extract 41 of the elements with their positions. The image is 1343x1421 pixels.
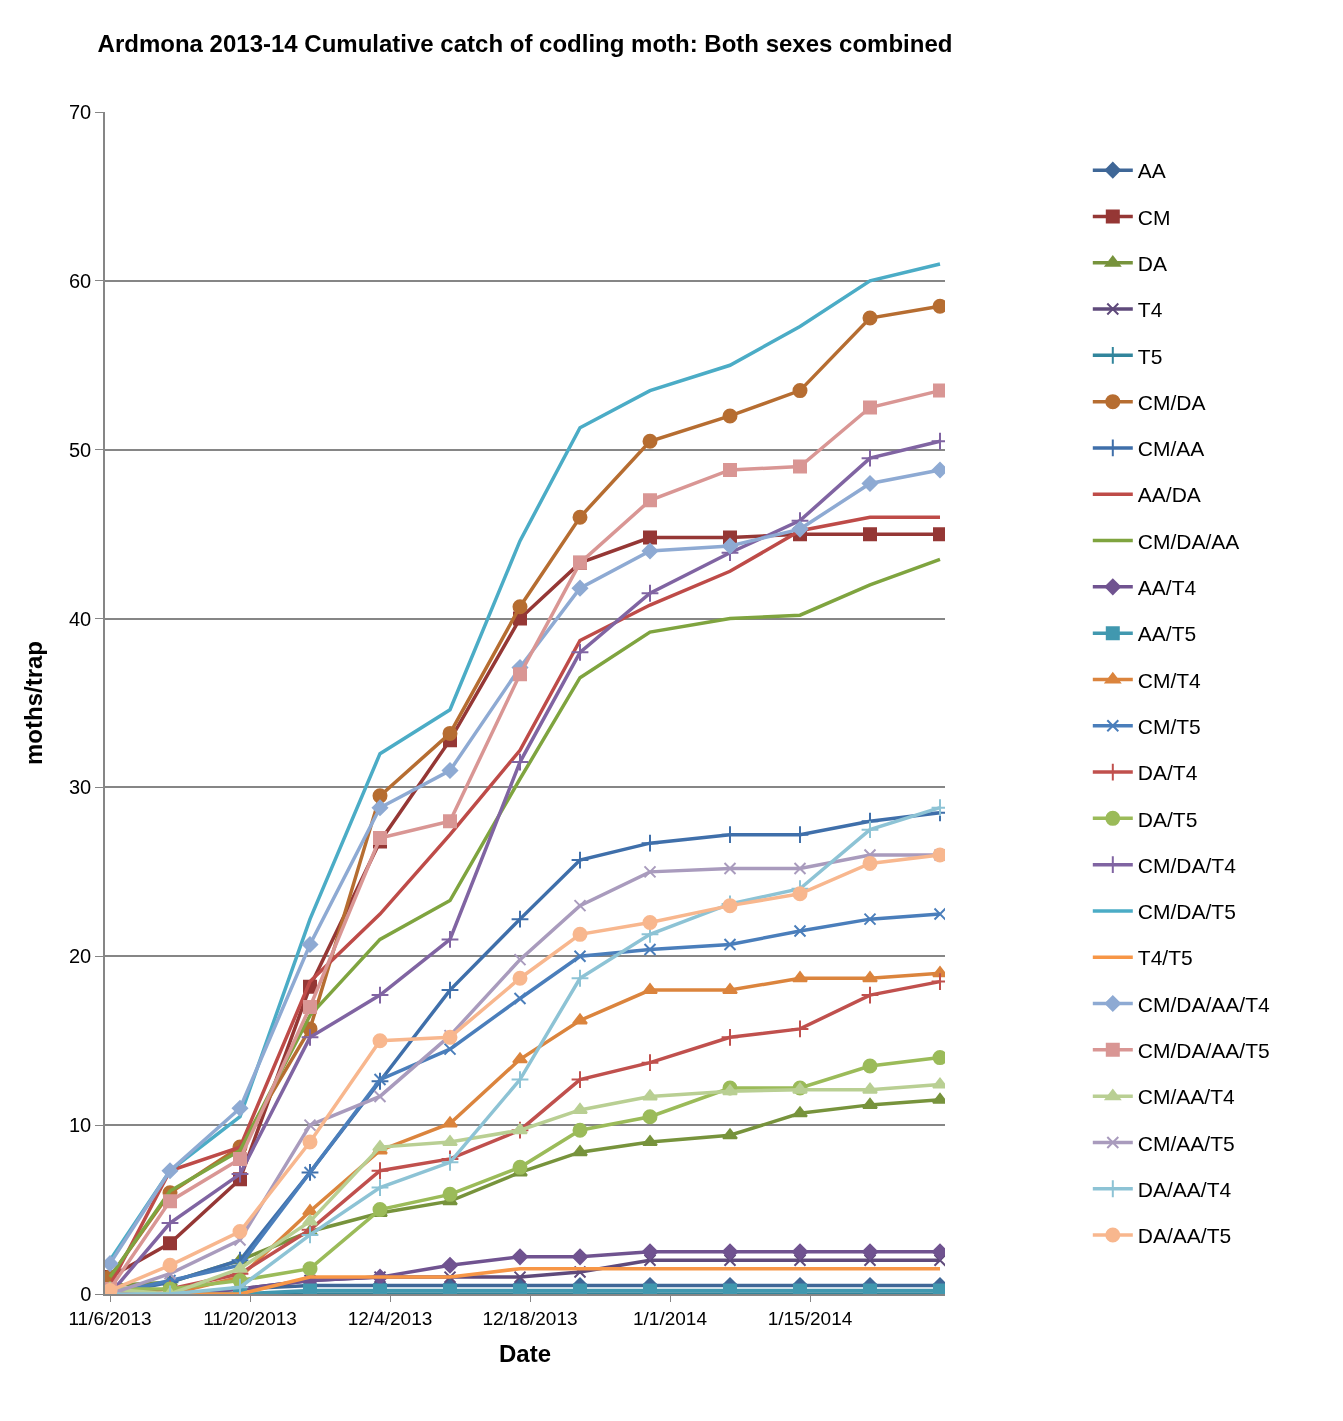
y-tick-label: 50 [69,438,92,461]
x-axis-title: Date [498,1340,552,1368]
x-tick-label: 11/20/2013 [203,1307,297,1329]
legend-label: AA/T5 [1137,622,1197,646]
x-tick-label: 12/4/2013 [347,1307,433,1329]
legend-label: CM/DA [1137,390,1206,414]
legend-label: CM/DA/AA/T5 [1137,1039,1270,1063]
legend-label: CM/DA/AA/T4 [1137,992,1270,1016]
legend-label: T5 [1137,344,1163,368]
y-tick-label: 70 [69,101,92,123]
y-axis-title: moths/trap [19,640,47,766]
x-tick-label: 11/6/2013 [68,1307,152,1329]
chart-title: Ardmona 2013-14 Cumulative catch of codling moth: Both sexes combined [97,30,953,58]
legend-label: DA/AA/T4 [1137,1177,1232,1201]
y-tick-label: 40 [69,607,92,630]
legend-label: CM/AA [1137,437,1205,461]
legend-label: T4 [1137,298,1163,322]
legend-label: CM/AA/T4 [1137,1085,1235,1109]
y-tick-label: 30 [69,776,92,799]
x-tick-label: 12/18/2013 [482,1307,578,1329]
legend-label: CM/AA/T5 [1137,1131,1235,1155]
legend-label: DA [1137,251,1167,275]
y-tick-label: 10 [69,1114,92,1137]
legend-label: CM [1137,205,1171,229]
legend-label: DA/T4 [1137,761,1198,785]
legend-label: CM/DA/AA [1137,529,1240,553]
legend-label: CM/T4 [1137,668,1202,692]
x-tick-label: 1/15/2014 [767,1307,853,1329]
y-tick-label: 0 [80,1283,92,1305]
legend-label: AA [1137,159,1166,183]
legend-label: CM/DA/T5 [1137,900,1236,924]
legend-label: CM/DA/T4 [1137,853,1237,877]
legend-label: AA/DA [1137,483,1201,507]
legend-label: T4/T5 [1137,946,1193,970]
legend-label: DA/AA/T5 [1137,1224,1232,1248]
legend-label: DA/T5 [1137,807,1198,831]
y-tick-label: 20 [69,945,92,968]
y-tick-label: 60 [69,269,92,292]
legend-label: AA/T4 [1137,576,1197,600]
x-tick-label: 1/1/2014 [633,1307,708,1329]
legend-label: CM/T5 [1137,714,1201,738]
